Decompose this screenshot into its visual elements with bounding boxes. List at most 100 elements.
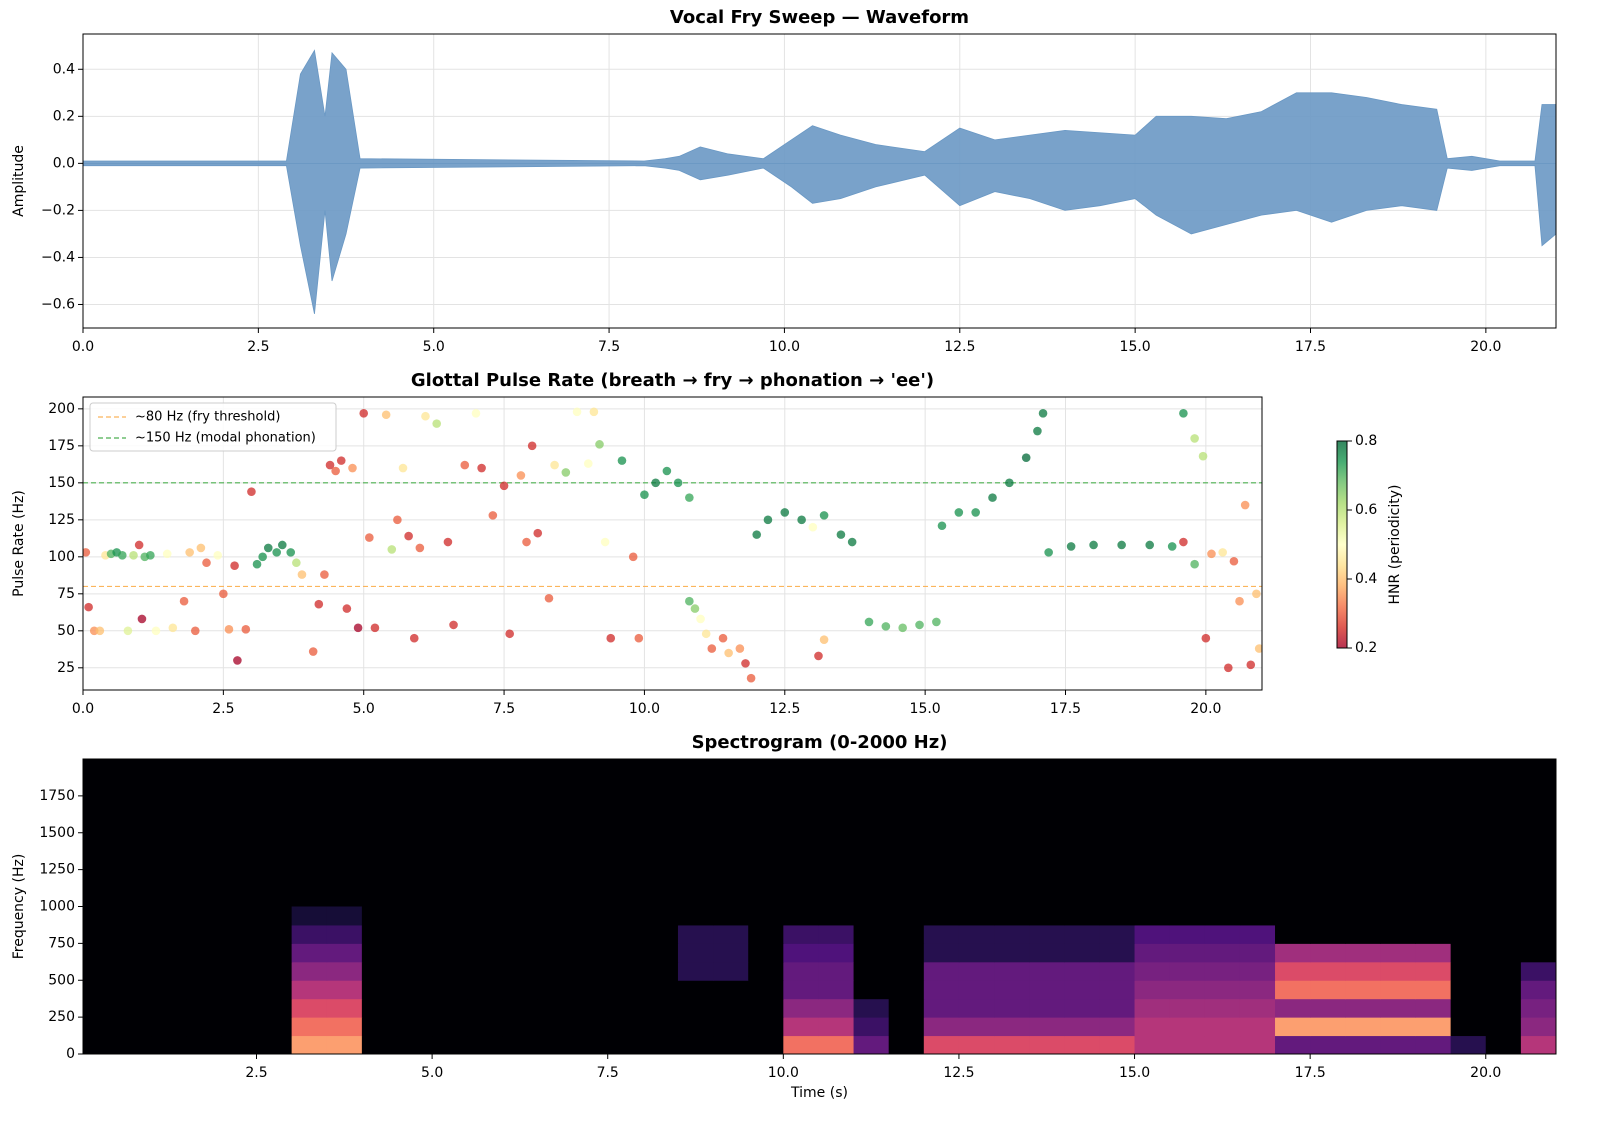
y-tick-label: 0 — [66, 1046, 75, 1062]
pulse-point — [1246, 660, 1256, 670]
spectrogram-cell — [1380, 961, 1417, 981]
spectrogram-cell — [958, 980, 995, 1000]
spectrogram-cell — [713, 924, 749, 944]
waveform-envelope — [83, 162, 1556, 314]
spectrogram-cell — [502, 980, 538, 1000]
spectrogram-cell — [186, 961, 222, 981]
spectrogram-cell — [1520, 924, 1556, 944]
pulse-point — [331, 466, 340, 476]
spectrogram-cell — [853, 943, 890, 963]
spectrogram-cell — [83, 961, 117, 981]
spectrogram-cell — [1029, 943, 1065, 963]
spectrogram-cell — [1310, 906, 1346, 926]
spectrogram-cell — [467, 924, 503, 944]
spectrogram-cell — [1415, 998, 1452, 1018]
pulse-point — [696, 614, 705, 624]
spectrogram-cell — [1485, 943, 1522, 963]
pulse-point — [398, 463, 408, 473]
spectrogram-cell — [361, 924, 398, 944]
pulse-point — [550, 460, 559, 470]
spectrogram-cell — [396, 906, 433, 926]
spectrogram-cell — [1169, 1017, 1206, 1037]
spectrogram-cell — [1029, 906, 1065, 926]
spectrogram-cell — [1380, 924, 1417, 944]
spectrogram-cell — [467, 943, 503, 963]
pulse-point — [1044, 548, 1053, 557]
spectrogram-cell — [467, 906, 503, 926]
spectrogram-cell — [396, 998, 433, 1018]
plot-area — [83, 397, 1262, 690]
spectrogram-cell — [1239, 924, 1276, 944]
spectrogram-cell — [642, 943, 679, 963]
spectrogram-cell — [256, 943, 293, 963]
pulse-point — [1145, 540, 1155, 550]
x-tick-label: 2.5 — [212, 701, 234, 717]
spectrogram-cell — [572, 943, 609, 963]
spectrogram-cell — [923, 1017, 960, 1037]
spectrogram-cell — [818, 906, 855, 926]
spectrogram-cell — [396, 1035, 433, 1054]
spectrogram-cell — [537, 980, 574, 1000]
spectrogram-cell — [713, 943, 749, 963]
spectrogram-cell — [432, 943, 468, 963]
spectrogram-cell — [361, 1035, 398, 1054]
spectrogram-cell — [607, 943, 644, 963]
pulse-point — [230, 561, 239, 570]
x-tick-label: 10.0 — [768, 1065, 799, 1081]
spectrogram-cell — [818, 943, 855, 963]
pulse-point — [421, 411, 430, 421]
x-axis-label: Time (s) — [790, 1085, 848, 1101]
y-tick-label: 1250 — [39, 862, 75, 878]
spectrogram-cell — [83, 906, 117, 926]
spectrogram-cell — [1450, 906, 1487, 926]
spectrogram-cell — [116, 961, 152, 981]
spectrogram-cell — [151, 1035, 187, 1054]
spectrogram-cell — [1520, 1017, 1556, 1037]
spectrogram-cell — [1204, 924, 1241, 944]
spectrogram-cell — [1520, 943, 1556, 963]
pulse-point — [572, 407, 582, 417]
spectrogram-cell — [1415, 980, 1452, 1000]
spectrogram-cell — [537, 906, 574, 926]
pulse-point — [336, 456, 346, 465]
spectrogram-cell — [1450, 943, 1487, 963]
spectrogram-cell — [186, 1017, 222, 1037]
spectrogram-cell — [83, 1035, 117, 1054]
spectrogram-cell — [1345, 943, 1381, 963]
spectrogram-cell — [888, 961, 925, 981]
spectrogram-cell — [642, 906, 679, 926]
spectrogram-cell — [361, 998, 398, 1018]
spectrogram-cell — [151, 980, 187, 1000]
pulse-point — [651, 478, 660, 488]
pulse-point — [404, 531, 413, 541]
spectrogram-cell — [1345, 1035, 1381, 1054]
x-tick-label: 20.0 — [1470, 339, 1501, 355]
spectrogram-cell — [818, 980, 855, 1000]
spectrogram-cell — [888, 980, 925, 1000]
x-tick-label: 7.5 — [493, 701, 515, 717]
spectrogram-cell — [1450, 924, 1487, 944]
spectrogram-cell — [677, 1017, 714, 1037]
pulse-point — [915, 620, 924, 630]
chart-title: Glottal Pulse Rate (breath → fry → phona… — [411, 370, 934, 391]
spectrogram-cell — [1134, 980, 1171, 1000]
pulse-point — [1089, 540, 1098, 550]
colorbar-tick-label: 0.8 — [1355, 433, 1377, 449]
colorbar-tick-label: 0.2 — [1355, 640, 1377, 656]
pulse-point — [505, 629, 514, 639]
spectrogram-cell — [1029, 1017, 1065, 1037]
spectrogram-cell — [853, 980, 890, 1000]
pulse-point — [353, 623, 363, 633]
spectrogram-cell — [958, 906, 995, 926]
spectrogram-cell — [1450, 1017, 1487, 1037]
spectrogram-cell — [326, 943, 363, 963]
spectrogram-cell — [1064, 961, 1100, 981]
spectrogram-cell — [748, 906, 784, 926]
spectrogram-cell — [1169, 1035, 1206, 1054]
pulse-point — [219, 589, 228, 599]
pulse-point — [146, 551, 155, 560]
y-tick-label: 0.4 — [53, 61, 75, 77]
spectrogram-cell — [642, 924, 679, 944]
spectrogram-cell — [923, 1035, 960, 1054]
spectrogram-cell — [1415, 1017, 1452, 1037]
